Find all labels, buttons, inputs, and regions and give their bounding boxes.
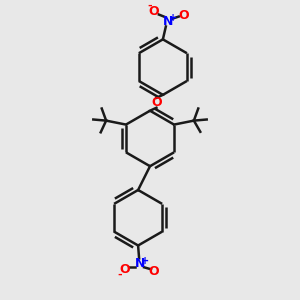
Text: O: O bbox=[149, 5, 159, 18]
Text: O: O bbox=[119, 263, 130, 276]
Text: -: - bbox=[117, 270, 122, 280]
Text: -: - bbox=[148, 1, 152, 11]
Text: O: O bbox=[149, 265, 159, 278]
Text: O: O bbox=[151, 96, 162, 109]
Text: +: + bbox=[169, 13, 177, 22]
Text: N: N bbox=[135, 257, 145, 270]
Text: N: N bbox=[163, 15, 173, 28]
Text: +: + bbox=[141, 256, 149, 266]
Text: O: O bbox=[178, 9, 189, 22]
